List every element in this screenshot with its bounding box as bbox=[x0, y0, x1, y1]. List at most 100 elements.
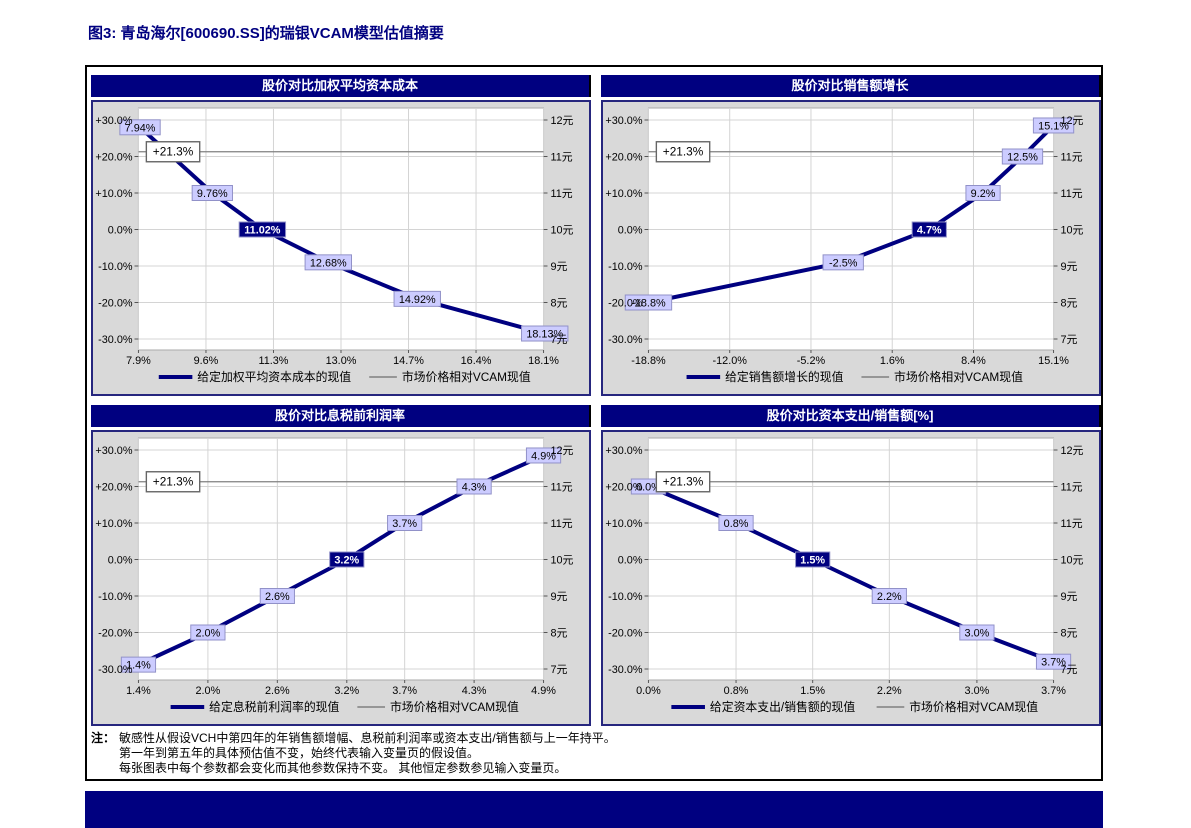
y-axis-label-right: 11元 bbox=[550, 518, 572, 530]
panel-title-sales-growth: 股价对比销售额增长 bbox=[601, 75, 1101, 97]
data-label-box bbox=[393, 290, 441, 307]
data-label-box bbox=[1035, 653, 1072, 670]
data-label: 1.4% bbox=[126, 660, 151, 672]
footnote: 注： 敏感性从假设VCH中第四年的年销售额增幅、息税前利润率或资本支出/销售额与… bbox=[91, 731, 1091, 776]
data-label: 11.02% bbox=[244, 224, 281, 236]
y-axis-label-right: 10元 bbox=[1060, 224, 1083, 236]
data-label-box-highlight bbox=[911, 221, 947, 238]
x-axis-label: 15.1% bbox=[1038, 355, 1069, 367]
market-label-box bbox=[145, 141, 201, 163]
x-axis-label: 13.0% bbox=[326, 355, 357, 367]
x-axis-label: 7.9% bbox=[126, 355, 151, 367]
data-label: 2.6% bbox=[265, 591, 290, 603]
y-axis-label-left: -10.0% bbox=[608, 261, 643, 273]
data-label: 9.76% bbox=[197, 188, 228, 200]
y-axis-label-left: +30.0% bbox=[605, 445, 642, 457]
data-label: 3.0% bbox=[965, 627, 990, 639]
footnote-line: 每张图表中每个参数都会变化而其他参数保持不变。 其他恒定参数参见输入变量页。 bbox=[119, 761, 567, 775]
chart-box: -18.8% -2.5% 4.7% 9.2% 12.5% 15.1% +21.3% +30.0… bbox=[601, 100, 1101, 396]
data-label-box bbox=[624, 294, 673, 311]
x-axis-label: 4.9% bbox=[531, 685, 556, 697]
x-axis-label: 3.7% bbox=[392, 685, 417, 697]
chart-panel-wacc: 股价对比加权平均资本成本 7.94% 9.76% 11.02% 12.68% 14.92… bbox=[91, 75, 591, 396]
data-label: 7.94% bbox=[125, 122, 156, 134]
data-label-box-highlight bbox=[329, 551, 365, 568]
market-label-box bbox=[655, 471, 711, 493]
y-axis-label-right: 11元 bbox=[550, 188, 572, 200]
y-axis-label-left: -10.0% bbox=[98, 261, 133, 273]
data-label: -18.8% bbox=[631, 297, 666, 309]
y-axis-label-right: 9元 bbox=[550, 261, 567, 273]
data-label-box bbox=[959, 624, 995, 641]
data-label: 15.1% bbox=[1038, 120, 1069, 132]
data-label-box bbox=[191, 185, 233, 201]
y-axis-label-right: 9元 bbox=[1060, 261, 1077, 273]
y-axis-label-right: 10元 bbox=[550, 224, 573, 236]
data-label: 4.9% bbox=[531, 450, 556, 462]
footer-bar bbox=[85, 791, 1103, 828]
market-label: +21.3% bbox=[153, 145, 194, 159]
data-label: 0.8% bbox=[724, 518, 749, 530]
x-axis-label: 18.1% bbox=[528, 355, 559, 367]
data-label-box bbox=[259, 588, 295, 604]
x-axis-label: 2.2% bbox=[877, 685, 902, 697]
x-axis-label: 1.4% bbox=[126, 685, 151, 697]
y-axis-label-left: -30.0% bbox=[608, 334, 643, 346]
y-axis-label-right: 9元 bbox=[1060, 591, 1077, 603]
x-axis-label: 16.4% bbox=[461, 355, 492, 367]
y-axis-label-right: 8元 bbox=[550, 297, 567, 309]
chart-panel-capex-sales: 股价对比资本支出/销售额[%] 0.0% 0.8% 1.5% 2.2% 3.0% 3.7%… bbox=[601, 405, 1101, 726]
data-label: 3.7% bbox=[392, 518, 417, 530]
panel-title-capex-sales: 股价对比资本支出/销售额[%] bbox=[601, 405, 1101, 427]
y-axis-label-right: 11元 bbox=[1060, 188, 1082, 200]
data-label-box bbox=[119, 119, 161, 136]
footnote-lines: 敏感性从假设VCH中第四年的年销售额增幅、息税前利润率或资本支出/销售额与上一年… bbox=[119, 731, 616, 776]
market-label: +21.3% bbox=[153, 475, 194, 489]
data-label: 18.13% bbox=[526, 328, 563, 340]
chart-box: 0.0% 0.8% 1.5% 2.2% 3.0% 3.7% +21.3% +30.0% +20.… bbox=[601, 430, 1101, 726]
y-axis-label-right: 11元 bbox=[1060, 151, 1082, 163]
page-title: 图3: 青岛海尔[600690.SS]的瑞银VCAM模型估值摘要 bbox=[88, 25, 444, 42]
data-label-box bbox=[525, 447, 562, 464]
y-axis-label-left: +10.0% bbox=[605, 188, 642, 200]
footnote-line: 敏感性从假设VCH中第四年的年销售额增幅、息税前利润率或资本支出/销售额与上一年… bbox=[119, 731, 616, 745]
y-axis-label-right: 10元 bbox=[1060, 554, 1083, 566]
legend-label-market: 市场价格相对VCAM现值 bbox=[402, 370, 531, 384]
data-label-box bbox=[1001, 148, 1044, 165]
y-axis-label-left: -20.0% bbox=[98, 627, 133, 639]
x-axis-label: 0.8% bbox=[724, 685, 749, 697]
x-axis-label: 11.3% bbox=[258, 355, 288, 367]
legend-label-series: 给定销售额增长的现值 bbox=[725, 370, 843, 384]
y-axis-label-left: 0.0% bbox=[108, 224, 133, 236]
x-axis-label: -12.0% bbox=[713, 355, 748, 367]
data-label: 12.68% bbox=[310, 257, 347, 269]
data-label-box bbox=[456, 478, 492, 495]
y-axis-label-right: 7元 bbox=[1060, 664, 1077, 676]
data-label: 9.2% bbox=[971, 188, 996, 200]
chart-box: 7.94% 9.76% 11.02% 12.68% 14.92% 18.13% +21.3%… bbox=[91, 100, 591, 396]
y-axis-label-left: +20.0% bbox=[95, 151, 132, 163]
y-axis-label-right: 8元 bbox=[550, 627, 567, 639]
data-label: 12.5% bbox=[1007, 151, 1038, 163]
y-axis-label-right: 9元 bbox=[550, 591, 567, 603]
y-axis-label-right: 7元 bbox=[550, 334, 567, 346]
chart-canvas-wacc: 7.94% 9.76% 11.02% 12.68% 14.92% 18.13% +21.3%… bbox=[93, 102, 589, 394]
data-label-box bbox=[1032, 117, 1075, 134]
y-axis-label-left: 0.0% bbox=[108, 554, 133, 566]
chart-canvas-sales-growth: -18.8% -2.5% 4.7% 9.2% 12.5% 15.1% +21.3% +30.0… bbox=[603, 102, 1099, 394]
x-axis-label: 1.5% bbox=[800, 685, 825, 697]
x-axis-label: 3.0% bbox=[965, 685, 990, 697]
y-axis-label-right: 8元 bbox=[1060, 297, 1077, 309]
data-label-box bbox=[718, 515, 754, 531]
x-axis-label: 1.6% bbox=[880, 355, 905, 367]
y-axis-label-left: +20.0% bbox=[605, 481, 642, 493]
y-axis-label-left: -30.0% bbox=[98, 664, 133, 676]
y-axis-label-left: -30.0% bbox=[608, 664, 643, 676]
data-label-box bbox=[822, 254, 864, 271]
market-label-box bbox=[655, 141, 711, 163]
data-label-box bbox=[871, 588, 907, 604]
chart-panel-sales-growth: 股价对比销售额增长 -18.8% -2.5% 4.7% 9.2% 12.5% 15.1% +… bbox=[601, 75, 1101, 396]
y-axis-label-right: 12元 bbox=[550, 115, 573, 127]
x-axis-label: 8.4% bbox=[961, 355, 986, 367]
